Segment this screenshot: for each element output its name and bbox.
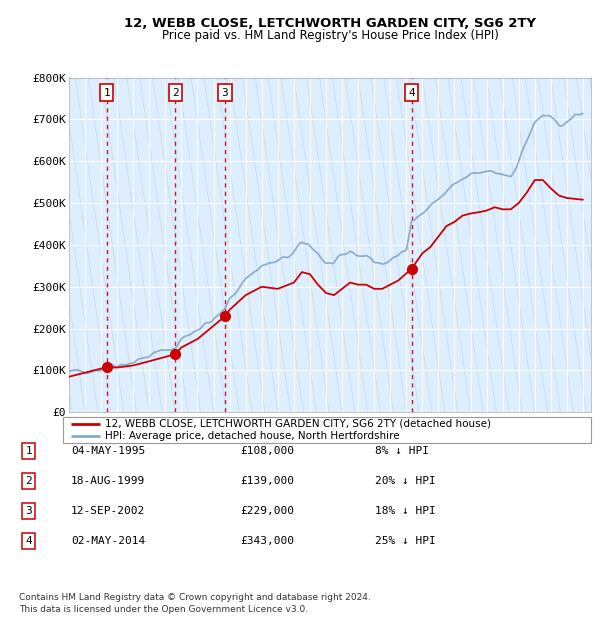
Text: Price paid vs. HM Land Registry's House Price Index (HPI): Price paid vs. HM Land Registry's House … <box>161 29 499 42</box>
Text: 04-MAY-1995: 04-MAY-1995 <box>71 446 145 456</box>
Text: 12, WEBB CLOSE, LETCHWORTH GARDEN CITY, SG6 2TY: 12, WEBB CLOSE, LETCHWORTH GARDEN CITY, … <box>124 17 536 30</box>
Text: £229,000: £229,000 <box>240 506 294 516</box>
Text: 4: 4 <box>408 87 415 97</box>
Text: 1: 1 <box>25 446 32 456</box>
Text: 2: 2 <box>172 87 179 97</box>
Text: £108,000: £108,000 <box>240 446 294 456</box>
FancyBboxPatch shape <box>63 417 591 443</box>
Text: 25% ↓ HPI: 25% ↓ HPI <box>375 536 436 546</box>
Text: £139,000: £139,000 <box>240 476 294 486</box>
Text: 12, WEBB CLOSE, LETCHWORTH GARDEN CITY, SG6 2TY (detached house): 12, WEBB CLOSE, LETCHWORTH GARDEN CITY, … <box>105 419 491 429</box>
Text: 2: 2 <box>25 476 32 486</box>
Text: 1: 1 <box>103 87 110 97</box>
Text: 3: 3 <box>221 87 228 97</box>
Text: Contains HM Land Registry data © Crown copyright and database right 2024.
This d: Contains HM Land Registry data © Crown c… <box>19 593 371 614</box>
Text: 18% ↓ HPI: 18% ↓ HPI <box>375 506 436 516</box>
Text: £343,000: £343,000 <box>240 536 294 546</box>
Text: 02-MAY-2014: 02-MAY-2014 <box>71 536 145 546</box>
Text: 12-SEP-2002: 12-SEP-2002 <box>71 506 145 516</box>
Text: 8% ↓ HPI: 8% ↓ HPI <box>375 446 429 456</box>
Text: HPI: Average price, detached house, North Hertfordshire: HPI: Average price, detached house, Nort… <box>105 431 400 441</box>
Text: 4: 4 <box>25 536 32 546</box>
Text: 3: 3 <box>25 506 32 516</box>
Text: 20% ↓ HPI: 20% ↓ HPI <box>375 476 436 486</box>
Text: 18-AUG-1999: 18-AUG-1999 <box>71 476 145 486</box>
